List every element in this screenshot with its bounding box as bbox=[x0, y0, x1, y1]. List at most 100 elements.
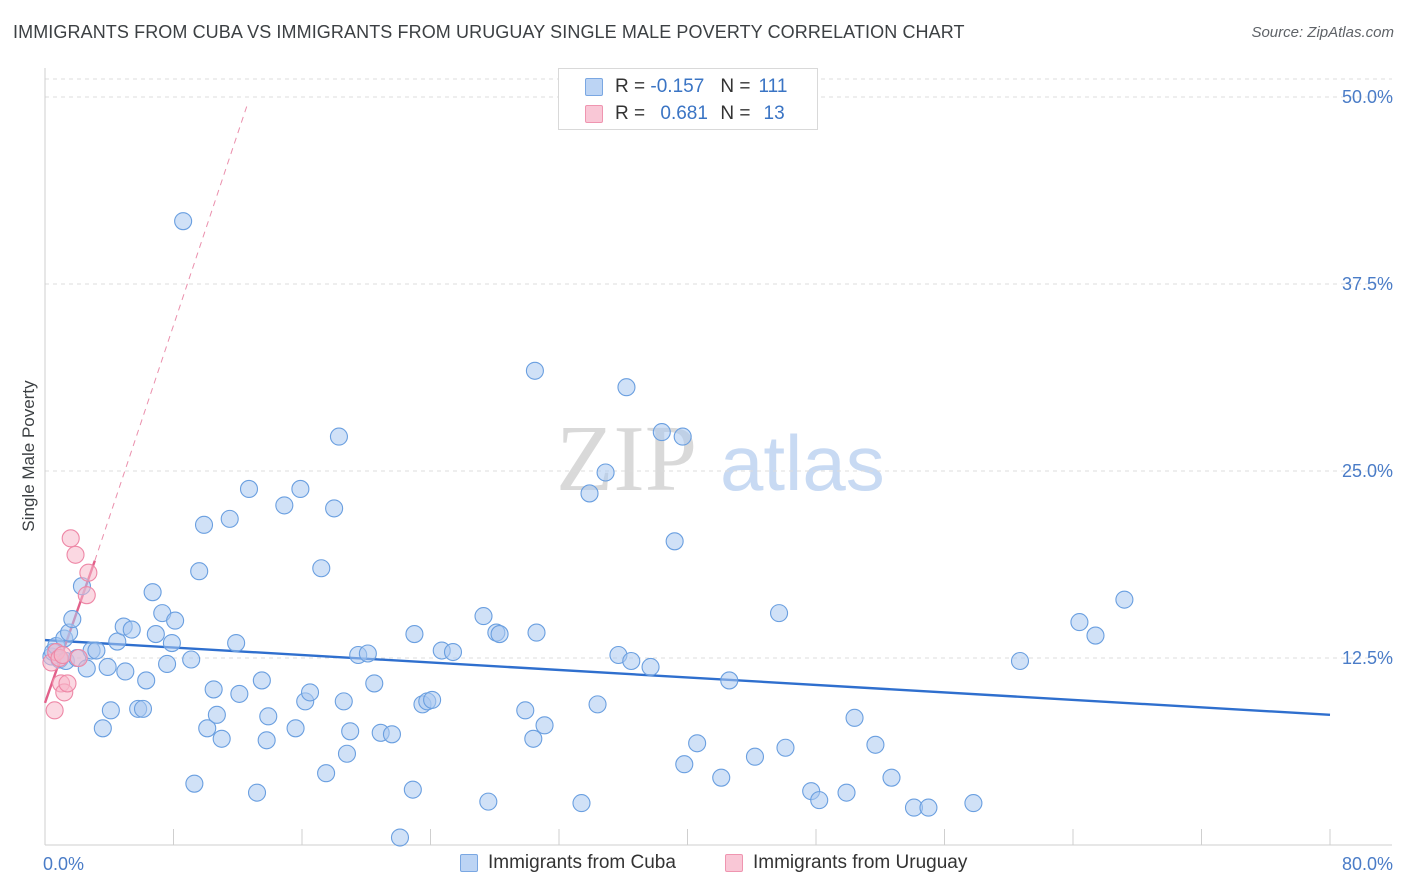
cuba-point-35 bbox=[204, 680, 223, 699]
n-value-cuba: 111 bbox=[758, 76, 788, 97]
source-credit: Source: ZipAtlas.com bbox=[1251, 24, 1394, 41]
cuba-point-37 bbox=[212, 729, 231, 748]
cuba-point-59 bbox=[358, 644, 377, 663]
n-label: N = bbox=[720, 76, 751, 97]
series-name-cuba: Immigrants from Cuba bbox=[488, 852, 676, 873]
watermark-zip: ZIP bbox=[556, 407, 697, 511]
cuba-point-41 bbox=[239, 479, 259, 499]
cuba-point-101 bbox=[845, 708, 864, 727]
r-value-uruguay: 0.681 bbox=[660, 103, 708, 124]
x-tick-labels: 0.0% 80.0% bbox=[43, 854, 1393, 874]
cuba-point-108 bbox=[1070, 613, 1089, 632]
uruguay-legend-swatch bbox=[725, 854, 743, 872]
r-label: R = bbox=[615, 103, 646, 124]
chart-title: IMMIGRANTS FROM CUBA VS IMMIGRANTS FROM … bbox=[13, 22, 965, 42]
correlation-legend: R = -0.157 N = 111 R = 0.681 N = 13 bbox=[558, 68, 818, 130]
series-legend-uruguay[interactable]: Immigrants from Uruguay bbox=[725, 852, 967, 874]
cuba-point-47 bbox=[286, 719, 305, 738]
cuba-point-93 bbox=[712, 768, 731, 787]
axes bbox=[44, 68, 1392, 846]
cuba-point-88 bbox=[652, 423, 671, 442]
y-tick-label-2: 37.5% bbox=[1342, 274, 1393, 294]
y-tick-labels: 12.5% 25.0% 37.5% 50.0% bbox=[1342, 87, 1393, 668]
cuba-point-53 bbox=[325, 499, 344, 518]
cuba-point-39 bbox=[227, 633, 246, 653]
cuba-point-33 bbox=[194, 515, 214, 534]
cuba-point-81 bbox=[580, 484, 599, 503]
cuba-point-12 bbox=[87, 641, 106, 660]
uruguay-point-12 bbox=[79, 563, 98, 582]
cuba-swatch bbox=[585, 78, 603, 96]
uruguay-point-8 bbox=[61, 529, 80, 548]
cuba-point-89 bbox=[665, 532, 684, 551]
cuba-point-87 bbox=[641, 657, 660, 677]
cuba-point-29 bbox=[174, 212, 193, 231]
cuba-point-62 bbox=[382, 725, 402, 744]
uruguay-point-1 bbox=[45, 701, 64, 720]
watermark-atlas: atlas bbox=[720, 419, 885, 507]
cuba-point-99 bbox=[810, 791, 829, 810]
cuba-point-72 bbox=[479, 792, 498, 811]
cuba-point-106 bbox=[964, 794, 983, 813]
gridlines bbox=[45, 78, 1392, 659]
cuba-point-45 bbox=[259, 707, 278, 726]
cuba-point-90 bbox=[673, 427, 692, 446]
cuba-point-80 bbox=[572, 794, 591, 813]
cuba-point-78 bbox=[527, 623, 546, 642]
n-value-uruguay: 13 bbox=[763, 103, 785, 124]
x-tick-label-min: 0.0% bbox=[43, 854, 84, 874]
legend-row-cuba: R = -0.157 N = 111 bbox=[585, 75, 787, 99]
cuba-point-103 bbox=[882, 768, 901, 787]
cuba-point-34 bbox=[198, 719, 217, 738]
cuba-point-24 bbox=[146, 625, 165, 644]
uruguay-point-7 bbox=[58, 674, 77, 693]
cuba-point-102 bbox=[866, 735, 885, 754]
cuba-point-27 bbox=[162, 633, 181, 653]
series-legend: Immigrants from Cuba Immigrants from Uru… bbox=[0, 852, 1406, 876]
y-tick-label-3: 50.0% bbox=[1342, 87, 1393, 107]
cuba-point-16 bbox=[108, 632, 127, 651]
y-axis-label: Single Male Poverty bbox=[19, 380, 38, 532]
cuba-point-56 bbox=[337, 744, 357, 763]
cuba-point-107 bbox=[1010, 651, 1030, 671]
series-legend-cuba[interactable]: Immigrants from Cuba bbox=[460, 852, 676, 874]
cuba-point-85 bbox=[617, 378, 636, 397]
cuba-point-109 bbox=[1086, 626, 1105, 645]
cuba-point-51 bbox=[312, 559, 331, 578]
cuba-point-95 bbox=[745, 747, 765, 766]
cuba-point-60 bbox=[365, 674, 384, 693]
cuba-point-21 bbox=[133, 699, 153, 718]
cuba-point-13 bbox=[93, 719, 112, 738]
cuba-point-100 bbox=[837, 783, 856, 802]
cuba-legend-swatch bbox=[460, 854, 478, 872]
cuba-point-77 bbox=[525, 361, 544, 380]
cuba-point-32 bbox=[190, 562, 209, 581]
cuba-point-19 bbox=[122, 620, 141, 639]
cuba-point-70 bbox=[443, 642, 463, 662]
cuba-point-92 bbox=[688, 734, 707, 753]
uruguay-point-10 bbox=[69, 648, 88, 668]
data-points bbox=[42, 212, 1134, 847]
cuba-point-63 bbox=[390, 828, 410, 847]
cuba-point-28 bbox=[166, 611, 185, 630]
cuba-point-7 bbox=[63, 610, 82, 629]
cuba-point-26 bbox=[158, 654, 177, 674]
n-label: N = bbox=[720, 103, 751, 124]
cuba-point-55 bbox=[334, 692, 353, 711]
cuba-point-82 bbox=[588, 695, 607, 714]
cuba-point-74 bbox=[490, 625, 509, 644]
cuba-point-54 bbox=[329, 427, 348, 446]
cuba-point-14 bbox=[98, 657, 117, 677]
r-value-cuba: -0.157 bbox=[650, 76, 705, 97]
cuba-point-31 bbox=[185, 774, 204, 793]
cuba-point-71 bbox=[474, 607, 493, 626]
cuba-point-76 bbox=[524, 729, 543, 748]
x-tick-label-max: 80.0% bbox=[1342, 854, 1393, 874]
series-name-uruguay: Immigrants from Uruguay bbox=[753, 852, 968, 873]
uruguay-swatch bbox=[585, 105, 603, 123]
cuba-point-30 bbox=[182, 650, 201, 669]
cuba-point-46 bbox=[275, 496, 294, 515]
cuba-point-79 bbox=[535, 716, 554, 735]
cuba-point-105 bbox=[919, 798, 938, 817]
cuba-point-42 bbox=[247, 783, 267, 802]
